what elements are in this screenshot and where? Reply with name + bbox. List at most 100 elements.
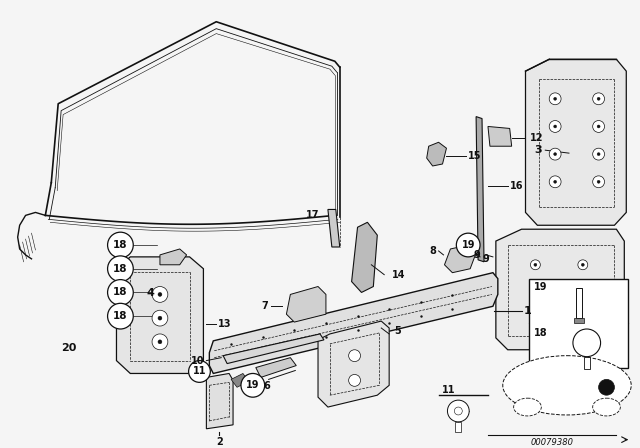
Text: 18: 18 — [113, 240, 127, 250]
Text: 15: 15 — [468, 151, 482, 161]
Circle shape — [456, 233, 480, 257]
Circle shape — [534, 289, 537, 292]
Polygon shape — [223, 334, 324, 364]
Polygon shape — [231, 374, 249, 387]
Circle shape — [108, 232, 133, 258]
Circle shape — [158, 316, 162, 320]
Circle shape — [597, 97, 600, 100]
Text: 6: 6 — [263, 381, 270, 392]
Circle shape — [158, 340, 162, 344]
Ellipse shape — [514, 398, 541, 416]
Circle shape — [597, 125, 600, 128]
Circle shape — [549, 93, 561, 105]
Circle shape — [108, 256, 133, 282]
Circle shape — [593, 148, 605, 160]
Circle shape — [549, 176, 561, 188]
Bar — [584, 357, 589, 369]
Circle shape — [597, 153, 600, 155]
Circle shape — [152, 287, 168, 302]
Circle shape — [534, 263, 537, 266]
Circle shape — [554, 97, 557, 100]
Polygon shape — [160, 249, 187, 265]
Text: 17: 17 — [305, 211, 319, 220]
Text: 9: 9 — [474, 250, 480, 260]
Circle shape — [108, 303, 133, 329]
Bar — [455, 422, 461, 432]
Circle shape — [531, 285, 540, 295]
Circle shape — [554, 180, 557, 183]
Circle shape — [158, 293, 162, 297]
Polygon shape — [476, 116, 484, 262]
Circle shape — [581, 263, 584, 266]
Circle shape — [593, 176, 605, 188]
Circle shape — [593, 93, 605, 105]
Text: 00079380: 00079380 — [531, 438, 573, 447]
Circle shape — [531, 311, 540, 321]
Circle shape — [108, 280, 133, 305]
Bar — [529, 279, 628, 367]
Circle shape — [349, 375, 360, 386]
Text: 18: 18 — [113, 288, 127, 297]
Text: 3: 3 — [534, 145, 542, 155]
Circle shape — [152, 334, 168, 350]
Circle shape — [578, 285, 588, 295]
Circle shape — [241, 374, 265, 397]
Text: 5: 5 — [394, 326, 401, 336]
Polygon shape — [525, 59, 627, 225]
Text: 2: 2 — [216, 437, 223, 447]
Ellipse shape — [593, 398, 620, 416]
Polygon shape — [287, 287, 326, 322]
Text: 11: 11 — [442, 385, 455, 395]
Text: 20: 20 — [61, 343, 77, 353]
Text: 12: 12 — [529, 134, 543, 143]
Text: 18: 18 — [113, 264, 127, 274]
Text: 19: 19 — [246, 380, 260, 390]
Polygon shape — [445, 245, 476, 273]
Text: 16: 16 — [509, 181, 523, 191]
Circle shape — [581, 314, 584, 318]
Bar — [574, 318, 584, 323]
Polygon shape — [256, 358, 296, 377]
Circle shape — [454, 407, 462, 415]
Polygon shape — [427, 142, 447, 166]
Text: 19: 19 — [534, 281, 548, 292]
Text: 10: 10 — [191, 356, 204, 366]
Text: 4: 4 — [146, 289, 154, 298]
Polygon shape — [318, 321, 389, 407]
Polygon shape — [209, 273, 498, 374]
Text: 7: 7 — [262, 301, 269, 311]
Text: 1: 1 — [524, 306, 531, 316]
Circle shape — [597, 180, 600, 183]
Polygon shape — [351, 222, 378, 293]
Circle shape — [581, 289, 584, 292]
Ellipse shape — [503, 356, 631, 415]
Circle shape — [598, 379, 614, 395]
Bar — [576, 289, 582, 318]
Circle shape — [447, 400, 469, 422]
Circle shape — [549, 121, 561, 133]
Circle shape — [549, 148, 561, 160]
Circle shape — [554, 125, 557, 128]
Circle shape — [554, 153, 557, 155]
Circle shape — [578, 311, 588, 321]
Text: 14: 14 — [392, 270, 406, 280]
Circle shape — [578, 260, 588, 270]
Circle shape — [189, 361, 211, 382]
Text: 13: 13 — [218, 319, 232, 329]
Text: 9: 9 — [482, 254, 489, 264]
Text: 18: 18 — [113, 311, 127, 321]
Circle shape — [534, 314, 537, 318]
Polygon shape — [206, 374, 233, 429]
Circle shape — [531, 260, 540, 270]
Text: 8: 8 — [429, 246, 436, 256]
Circle shape — [349, 350, 360, 362]
Circle shape — [593, 121, 605, 133]
Circle shape — [573, 329, 600, 357]
Polygon shape — [488, 126, 511, 146]
Text: 19: 19 — [461, 240, 475, 250]
Polygon shape — [496, 229, 624, 350]
Text: 18: 18 — [534, 328, 548, 338]
Circle shape — [152, 310, 168, 326]
Text: 11: 11 — [193, 366, 206, 376]
Polygon shape — [328, 210, 340, 247]
